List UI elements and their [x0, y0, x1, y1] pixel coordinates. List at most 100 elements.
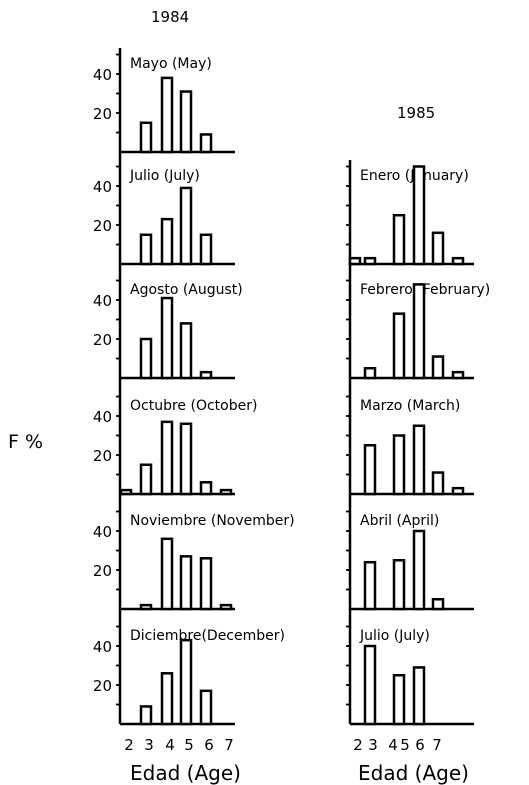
- bar: [160, 296, 174, 380]
- bar: [119, 488, 133, 496]
- bar: [412, 529, 426, 611]
- panel-title: Marzo (March): [360, 398, 460, 414]
- bar: [392, 559, 406, 611]
- bar: [431, 231, 445, 266]
- panel-title: Octubre (October): [130, 398, 257, 414]
- panel-1984-6: 20 40 Diciembre(December): [93, 625, 285, 726]
- bar: [412, 666, 426, 726]
- panel-1985-2: Febrero (February): [346, 279, 490, 380]
- y-tick-label: 40: [93, 638, 112, 656]
- year-label-1985: 1985: [397, 104, 435, 122]
- bar: [139, 603, 153, 611]
- x-tick-label-1985: 6: [415, 736, 425, 754]
- bar: [160, 420, 174, 496]
- bar: [219, 603, 233, 611]
- y-tick-label: 20: [93, 447, 112, 465]
- bar: [139, 233, 153, 266]
- bar: [199, 689, 213, 726]
- panel-title: Julio (July): [359, 628, 430, 644]
- bar: [412, 165, 426, 266]
- bar: [139, 705, 153, 726]
- panel-1984-3: 20 40 Agosto (August): [93, 279, 243, 380]
- bar: [392, 674, 406, 726]
- x-axis-label-1985: Edad (Age): [358, 761, 469, 785]
- bar: [348, 256, 362, 266]
- bar: [363, 367, 377, 380]
- x-tick-label-1984: 5: [184, 736, 194, 754]
- x-tick-label-1984: 3: [144, 736, 154, 754]
- panel-1985-1: Enero (January): [346, 165, 474, 266]
- bar: [412, 424, 426, 496]
- bar: [199, 133, 213, 154]
- bar: [363, 560, 377, 611]
- y-tick-label: 20: [93, 331, 112, 349]
- x-tick-label-1985: 4: [388, 736, 398, 754]
- panel-title: Noviembre (November): [130, 513, 295, 529]
- bar: [199, 481, 213, 496]
- x-axis-label-1984: Edad (Age): [130, 761, 241, 785]
- bar: [179, 555, 193, 611]
- panel-1985-4: Abril (April): [346, 510, 474, 611]
- y-tick-label: 40: [93, 408, 112, 426]
- panel-1984-1: 20 40 Mayo (May): [93, 53, 235, 154]
- bar: [412, 283, 426, 380]
- bar: [139, 121, 153, 154]
- bar: [431, 355, 445, 380]
- bar: [139, 463, 153, 496]
- panels-group: 20 40 Mayo (May) 20 40 Julio (July) 20 40 Agosto…: [93, 48, 490, 754]
- y-tick-label: 40: [93, 292, 112, 310]
- x-tick-label-1985: 2: [353, 736, 363, 754]
- bar: [179, 322, 193, 380]
- year-label-1984: 1984: [151, 8, 189, 26]
- bar: [199, 370, 213, 380]
- bar: [160, 76, 174, 154]
- bar: [179, 90, 193, 154]
- panel-1984-5: 20 40 Noviembre (November): [93, 510, 295, 611]
- bar: [363, 444, 377, 496]
- bar: [160, 672, 174, 726]
- x-tick-label-1984: 7: [224, 736, 234, 754]
- x-tick-label-1984: 2: [124, 736, 134, 754]
- panel-1984-4: 20 40 Octubre (October): [93, 395, 257, 496]
- panel-1984-2: 20 40 Julio (July): [93, 165, 235, 266]
- panel-1985-3: Marzo (March): [346, 395, 474, 496]
- x-tick-label-1984: 6: [204, 736, 214, 754]
- bar: [179, 422, 193, 496]
- bar: [363, 644, 377, 726]
- y-tick-label: 40: [93, 523, 112, 541]
- x-tick-label-1985: 7: [432, 736, 442, 754]
- x-tick-label-1985: 3: [368, 736, 378, 754]
- bar: [160, 537, 174, 611]
- panel-title: Abril (April): [360, 513, 439, 529]
- bar: [139, 337, 153, 380]
- x-tick-label-1985: 5: [400, 736, 410, 754]
- bar: [179, 638, 193, 726]
- bar: [179, 186, 193, 266]
- bar: [392, 214, 406, 266]
- bar: [199, 557, 213, 611]
- bar: [392, 312, 406, 380]
- y-tick-label: 40: [93, 66, 112, 84]
- bar: [451, 370, 465, 380]
- bar: [392, 434, 406, 496]
- bar: [431, 471, 445, 496]
- bar: [363, 256, 377, 266]
- bar: [199, 233, 213, 266]
- y-tick-label: 20: [93, 105, 112, 123]
- panel-title: Julio (July): [129, 168, 200, 184]
- y-tick-label: 20: [93, 217, 112, 235]
- y-tick-label: 40: [93, 178, 112, 196]
- y-axis-label: F %: [8, 431, 43, 453]
- panel-title: Diciembre(December): [130, 628, 285, 644]
- y-tick-label: 20: [93, 562, 112, 580]
- bar: [451, 486, 465, 496]
- bar: [431, 598, 445, 611]
- y-tick-label: 20: [93, 677, 112, 695]
- bar: [451, 256, 465, 266]
- panel-title: Mayo (May): [130, 56, 212, 72]
- panel-1985-5: Julio (July): [346, 625, 474, 726]
- panel-title: Agosto (August): [130, 282, 243, 298]
- bar: [160, 217, 174, 266]
- bar: [219, 488, 233, 496]
